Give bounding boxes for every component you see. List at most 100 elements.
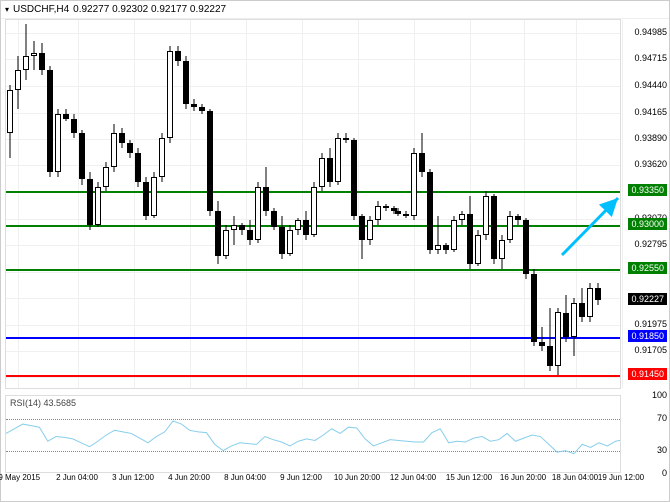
candle	[55, 109, 61, 177]
candle	[215, 201, 221, 264]
price-tick: 0.92795	[634, 239, 667, 249]
gridline-h	[6, 113, 620, 114]
candle	[135, 148, 141, 187]
candle	[143, 177, 149, 221]
candle	[207, 109, 213, 216]
candle	[343, 133, 349, 143]
candle	[223, 225, 229, 259]
candle	[359, 214, 365, 260]
hline-label: 0.91850	[628, 330, 667, 342]
price-tick: 0.94715	[634, 53, 667, 63]
rsi-axis: 03070100	[621, 395, 669, 473]
rsi-line	[6, 396, 620, 472]
chart-header: ▾ USDCHF,H4 0.92277 0.92302 0.92177 0.92…	[1, 1, 669, 19]
gridline-v	[190, 20, 191, 388]
candle	[39, 43, 45, 75]
candle	[435, 216, 441, 255]
candle	[271, 208, 277, 230]
current-price-label: 0.92227	[628, 293, 667, 305]
price-tick: 0.91705	[634, 345, 667, 355]
gridline-h	[6, 351, 620, 352]
candle	[23, 24, 29, 80]
hline-label: 0.93350	[628, 184, 667, 196]
candle	[111, 124, 117, 172]
candle	[287, 225, 293, 256]
time-tick: 10 Jun 20:00	[334, 473, 380, 482]
gridline-v	[302, 20, 303, 388]
candle	[335, 133, 341, 184]
candle	[539, 327, 545, 351]
candle	[31, 41, 37, 70]
header-triangle-icon: ▾	[5, 5, 9, 14]
candle	[127, 140, 133, 157]
candle	[507, 211, 513, 243]
rsi-tick: 70	[657, 413, 667, 423]
gridline-h	[6, 33, 620, 34]
price-tick: 0.94440	[634, 80, 667, 90]
gridline-h	[6, 86, 620, 87]
candle	[367, 216, 373, 245]
rsi-tick: 0	[662, 468, 667, 478]
price-chart[interactable]	[5, 19, 621, 389]
candle	[531, 269, 537, 346]
candle	[571, 298, 577, 356]
candle	[555, 308, 561, 376]
time-tick: 29 May 2015	[0, 473, 40, 482]
candle	[175, 46, 181, 65]
candle	[7, 85, 13, 158]
gridline-v	[524, 20, 525, 388]
hline-label: 0.92550	[628, 262, 667, 274]
candle	[327, 148, 333, 187]
time-tick: 18 Jun 04:00	[552, 473, 598, 482]
candle	[199, 104, 205, 114]
price-tick: 0.94165	[634, 107, 667, 117]
candle	[547, 308, 553, 371]
candle	[95, 182, 101, 228]
candle	[295, 218, 301, 235]
candle	[63, 109, 69, 121]
support-resistance-line	[6, 375, 620, 377]
candle	[87, 172, 93, 230]
candle	[459, 211, 465, 226]
candle	[579, 288, 585, 322]
time-tick: 4 Jun 20:00	[168, 473, 210, 482]
price-tick: 0.91975	[634, 319, 667, 329]
time-tick: 19 Jun 12:00	[598, 473, 644, 482]
candle	[191, 99, 197, 111]
candle	[483, 191, 489, 239]
candle	[71, 114, 77, 138]
candle	[351, 138, 357, 220]
time-tick: 9 Jun 12:00	[280, 473, 322, 482]
gridline-v	[78, 20, 79, 388]
time-tick: 15 Jun 12:00	[446, 473, 492, 482]
gridline-h	[6, 325, 620, 326]
candle	[119, 128, 125, 147]
hline-label: 0.91450	[628, 368, 667, 380]
candle	[403, 211, 409, 218]
candle	[263, 167, 269, 215]
gridline-v	[246, 20, 247, 388]
candle	[247, 220, 253, 244]
candle	[475, 230, 481, 266]
candle	[279, 216, 285, 260]
gridline-h	[6, 377, 620, 378]
symbol-label: USDCHF,H4	[13, 4, 69, 15]
candle	[79, 130, 85, 184]
candle	[303, 211, 309, 240]
candle	[47, 66, 53, 177]
ohlc-values: 0.92277 0.92302 0.92177 0.92227	[73, 4, 226, 15]
candle	[15, 56, 21, 109]
candle	[383, 204, 389, 211]
candle	[451, 216, 457, 253]
gridline-h	[6, 139, 620, 140]
candle	[159, 133, 165, 181]
rsi-panel[interactable]: RSI(14) 43.5685	[5, 395, 621, 473]
candle	[427, 169, 433, 254]
candle	[167, 46, 173, 143]
rsi-tick: 100	[652, 390, 667, 400]
gridline-h	[6, 165, 620, 166]
candle	[499, 235, 505, 269]
candle	[467, 196, 473, 269]
candle	[103, 162, 109, 191]
gridline-v	[358, 20, 359, 388]
